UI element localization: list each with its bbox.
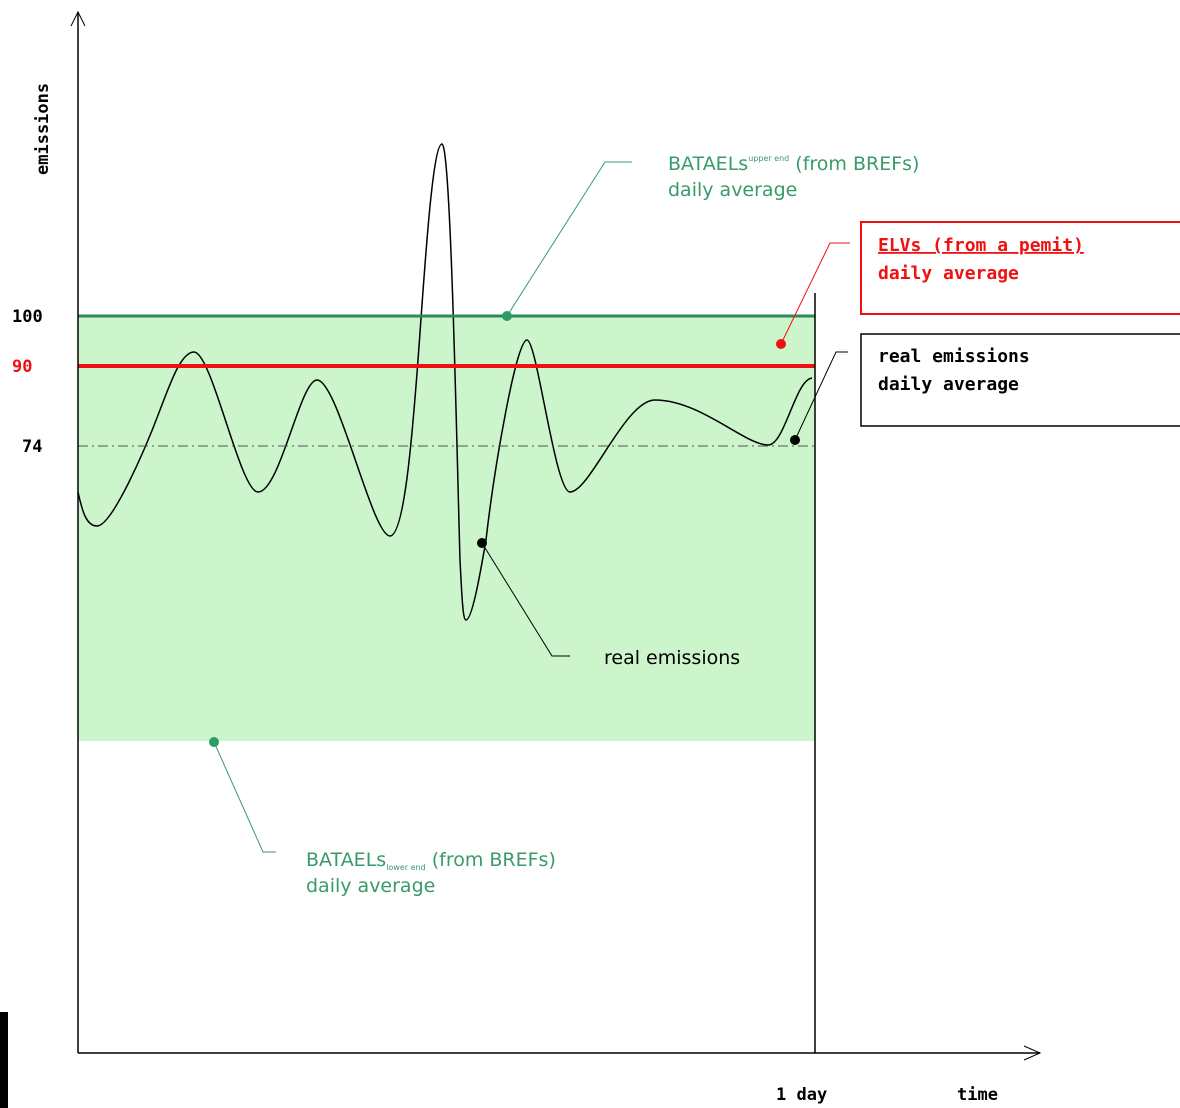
bat-lower-label: BATAELslower end (from BREFs) <box>306 849 556 872</box>
real-leader <box>481 542 570 657</box>
real-avg-box <box>860 333 1180 427</box>
real-avg-dot <box>790 435 800 445</box>
y-tick-label: 74 <box>22 437 42 457</box>
elv-label: ELVs (from a pemit) <box>878 235 1084 256</box>
bat-lower-dot <box>209 737 219 747</box>
bat-range-band <box>78 316 815 741</box>
bat-upper-label: BATAELsupper end (from BREFs) <box>668 153 919 175</box>
real-label: real emissions <box>604 647 740 669</box>
real-avg-leader <box>794 351 848 441</box>
elv-leader <box>780 242 850 345</box>
x-axis-arrow <box>1023 1045 1042 1061</box>
y-tick-label: 100 <box>12 307 43 327</box>
real-avg-label-line2: daily average <box>878 374 1019 395</box>
bat-upper-dot <box>502 311 512 321</box>
x-axis-title: time <box>957 1085 998 1105</box>
elv-label-line2: daily average <box>878 263 1019 284</box>
real-avg-label: real emissions <box>878 346 1030 367</box>
bat-upper-label-line2: daily average <box>668 179 797 201</box>
real-emissions-curve <box>77 143 813 621</box>
bat-lower-label-line2: daily average <box>306 875 435 897</box>
bat-lower-leader <box>213 741 276 853</box>
elv-box <box>860 221 1180 315</box>
elv-dot <box>776 339 786 349</box>
x-tick-label: 1 day <box>776 1085 827 1105</box>
y-axis-arrow <box>70 10 86 27</box>
bat-upper-leader <box>506 161 632 317</box>
real-dot <box>477 538 487 548</box>
left-edge-mark <box>0 1012 8 1108</box>
y-axis-title: emissions <box>33 83 53 175</box>
y-tick-label: 90 <box>12 357 32 377</box>
